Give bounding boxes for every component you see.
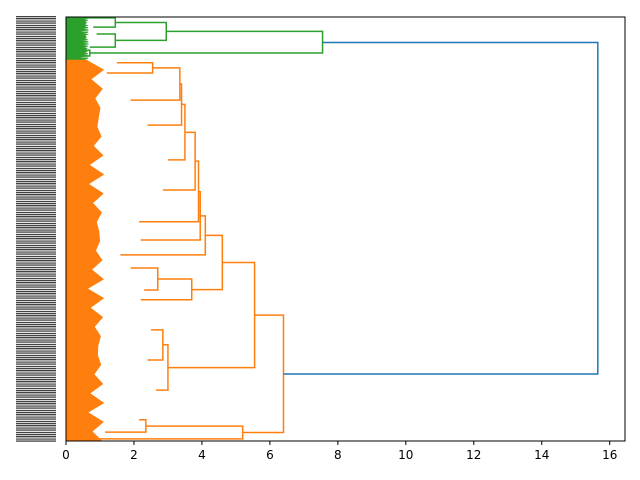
dendrogram-link <box>139 160 200 223</box>
x-tick-label: 6 <box>266 448 274 462</box>
dendrogram-link <box>66 425 244 440</box>
dendrogram-link <box>156 344 169 391</box>
dendrogram-link <box>167 261 256 369</box>
dendrogram-link <box>242 314 285 434</box>
dendrogram-link <box>147 83 183 126</box>
x-tick-label: 2 <box>130 448 138 462</box>
dendrogram-link <box>72 49 91 57</box>
x-tick-label: 16 <box>602 448 617 462</box>
dendrogram-link <box>106 62 154 74</box>
dendrogram-link <box>162 131 196 191</box>
plot-frame <box>65 16 626 442</box>
x-tick-label: 12 <box>466 448 481 462</box>
leaf-mass-orange <box>65 59 105 442</box>
dendrogram-link <box>89 30 324 54</box>
leaf-labels <box>16 16 56 442</box>
dendrogram-link <box>140 190 201 241</box>
dendrogram-link <box>115 21 167 42</box>
x-tick-label: 14 <box>534 448 549 462</box>
dendrogram-link <box>191 234 224 291</box>
x-tick-label: 0 <box>62 448 70 462</box>
dendrogram-link <box>283 41 599 375</box>
x-tick-label: 10 <box>398 448 413 462</box>
dendrogram-link <box>147 329 164 361</box>
dendrogram-link <box>86 17 117 28</box>
dendrogram-link <box>105 419 147 433</box>
dendrogram-link <box>130 267 159 291</box>
dendrogram-link <box>120 215 207 256</box>
x-tick-label: 8 <box>334 448 342 462</box>
dendrogram-link <box>89 33 117 48</box>
leaf-mass-green <box>65 16 90 61</box>
x-tick-label: 4 <box>198 448 206 462</box>
dendrogram-link <box>167 103 186 161</box>
